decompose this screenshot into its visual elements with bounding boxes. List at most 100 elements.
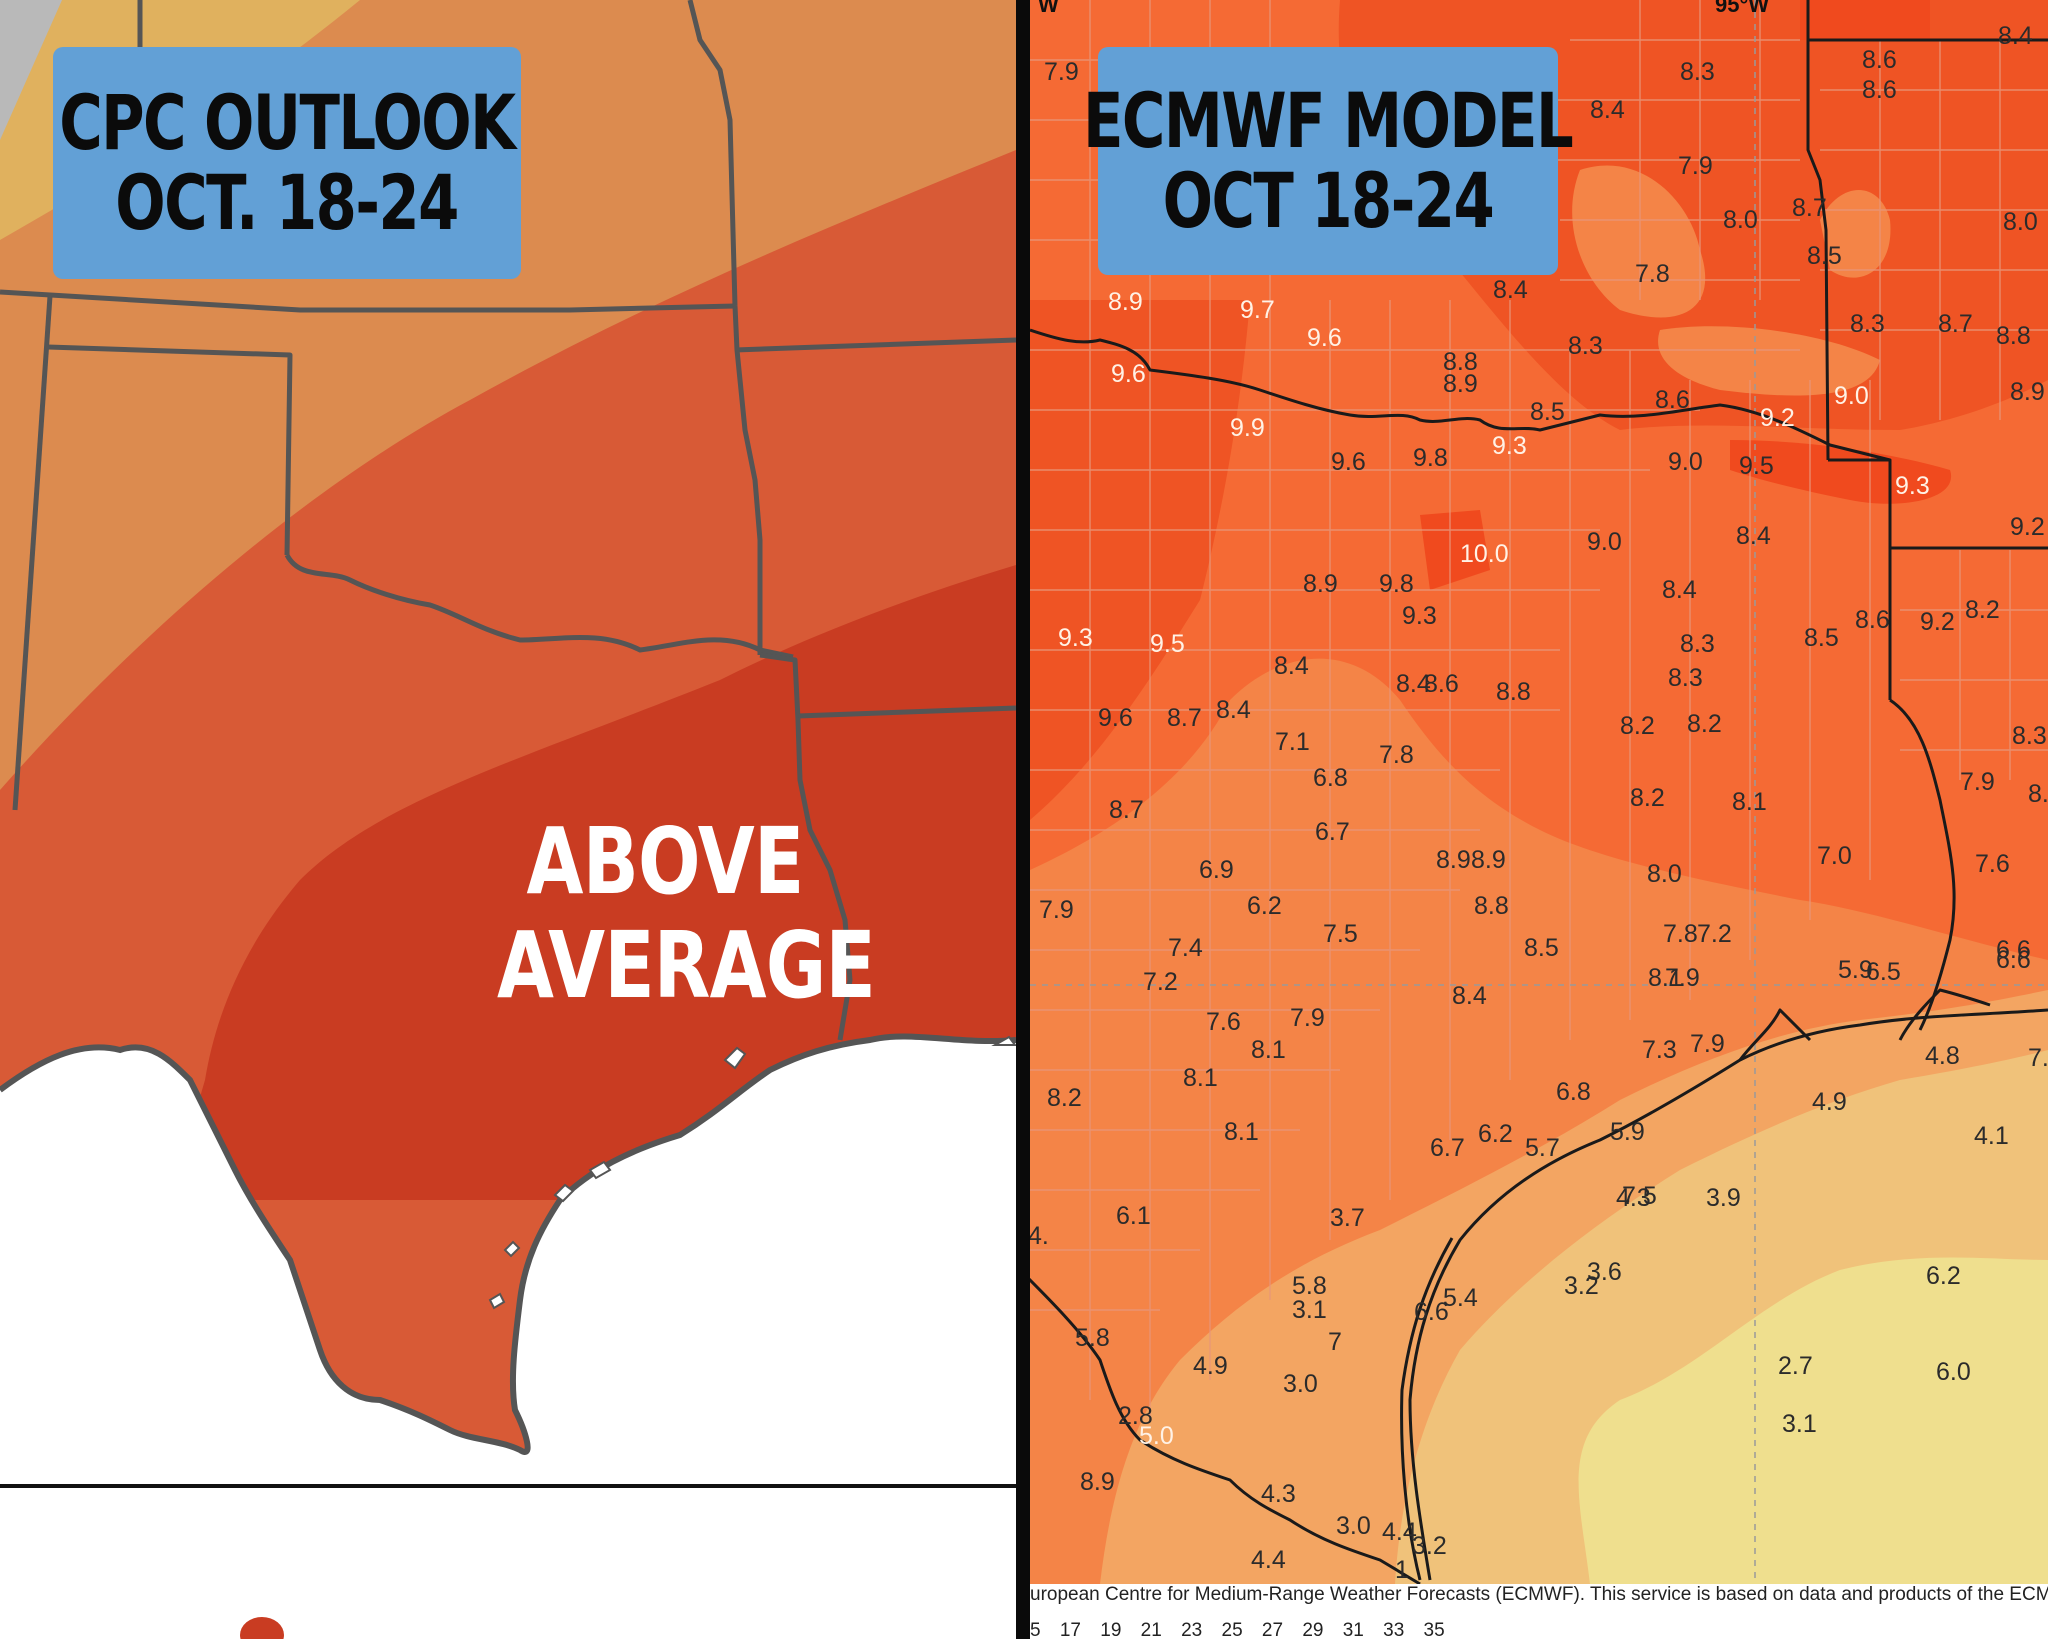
ecmwf-value-label: 7.5 bbox=[1622, 1182, 1657, 1210]
ecmwf-value-label: 9.5 bbox=[1739, 452, 1774, 480]
ecmwf-value-label: 7.6 bbox=[1206, 1008, 1241, 1036]
ecmwf-value-label: 5.8 bbox=[1075, 1324, 1110, 1352]
ecmwf-value-label: 4.1 bbox=[1974, 1122, 2009, 1150]
ecmwf-value-label: 2.8 bbox=[1118, 1402, 1153, 1430]
ecmwf-value-label: 8.4 bbox=[1452, 982, 1487, 1010]
ecmwf-value-label: 9.3 bbox=[1895, 472, 1930, 500]
ecmwf-value-label: 9.6 bbox=[1307, 324, 1342, 352]
ecmwf-value-label: 8.2 bbox=[1687, 710, 1722, 738]
ecmwf-value-label: 8.7 bbox=[1792, 194, 1827, 222]
ecmwf-value-label: 8.4 bbox=[1274, 652, 1309, 680]
ecmwf-value-label: 8.3 bbox=[1680, 630, 1715, 658]
ecmwf-value-label: 8.4 bbox=[1998, 22, 2033, 50]
ecmwf-value-label: 8.6 bbox=[1862, 46, 1897, 74]
ecmwf-value-label: 5.8 bbox=[1292, 1272, 1327, 1300]
anomaly-field-deep-2 bbox=[1730, 440, 1952, 504]
ecmwf-value-label: 8.1 bbox=[1183, 1064, 1218, 1092]
ecmwf-value-label: 6.1 bbox=[1116, 1202, 1151, 1230]
ecmwf-value-label: 8.4 bbox=[1662, 576, 1697, 604]
ecmwf-value-labels: 7.9 8.3 8.68.48.68.47.98.0 8.78.58.07.88.48… bbox=[1030, 22, 2048, 1584]
ecmwf-value-label: 8.0 bbox=[2003, 208, 2038, 236]
ecmwf-value-label: 6.6 bbox=[1414, 1298, 1449, 1326]
ecmwf-value-label: 9.2 bbox=[2010, 513, 2045, 541]
ecmwf-value-label: 6.5 bbox=[1866, 958, 1901, 986]
ecmwf-value-label: 8.1 bbox=[1732, 788, 1767, 816]
ecmwf-value-label: 8.0 bbox=[1723, 206, 1758, 234]
ecmwf-value-label: 3.7 bbox=[1330, 1204, 1365, 1232]
ecmwf-value-label: 7 bbox=[1328, 1328, 1342, 1356]
panel-divider bbox=[1016, 0, 1030, 1639]
ecmwf-value-label: 7.0 bbox=[1817, 842, 1852, 870]
ecmwf-value-label: 8.1 bbox=[1648, 964, 1683, 992]
ecmwf-value-label: 8.9 bbox=[1080, 1468, 1115, 1496]
ecmwf-value-label: 6.0 bbox=[1936, 1358, 1971, 1386]
ecmwf-value-label: 7.8 bbox=[1663, 920, 1698, 948]
ecmwf-value-label: 9.3 bbox=[1058, 624, 1093, 652]
ecmwf-title-line-2: OCT 18-24 bbox=[1162, 156, 1495, 245]
ecmwf-value-label: 8.4 bbox=[1396, 670, 1431, 698]
ecmwf-value-label: 7.9 bbox=[1960, 768, 1995, 796]
above-average-line-1: ABOVE bbox=[526, 808, 805, 915]
ecmwf-value-label: 8.4 bbox=[1736, 522, 1771, 550]
ecmwf-value-label: 9.0 bbox=[1668, 448, 1703, 476]
anomaly-field-light-4 bbox=[1820, 190, 1891, 278]
ecmwf-value-label: 9.6 bbox=[1331, 448, 1366, 476]
ecmwf-value-label: 8.2 bbox=[1630, 784, 1665, 812]
longitude-label-95w: 95°W bbox=[1715, 0, 1770, 17]
ecmwf-value-label: 8.2 bbox=[1620, 712, 1655, 740]
ecmwf-value-label: 8.5 bbox=[1804, 624, 1839, 652]
ecmwf-value-label: 6.7 bbox=[1430, 1134, 1465, 1162]
ecmwf-value-label: 3.1 bbox=[1782, 1410, 1817, 1438]
ecmwf-value-label: 9.2 bbox=[1760, 404, 1795, 432]
texas-coastline bbox=[0, 1033, 1016, 1455]
ecmwf-value-label: 8.6 bbox=[1655, 386, 1690, 414]
ecmwf-value-label: 7.6 bbox=[1975, 850, 2010, 878]
ecmwf-value-label: 9.8 bbox=[1379, 570, 1414, 598]
state-boundaries bbox=[0, 0, 1016, 1041]
ecmwf-value-label: 8.6 bbox=[1862, 76, 1897, 104]
lower-inset-background bbox=[0, 1487, 1016, 1639]
ecmwf-value-label: 8.8 bbox=[1443, 348, 1478, 376]
ecmwf-value-label: 8.9 bbox=[1443, 370, 1478, 398]
ecmwf-value-label: 6.8 bbox=[1556, 1078, 1591, 1106]
ecmwf-value-label: 7.3 bbox=[1642, 1036, 1677, 1064]
ecmwf-value-label: 4.8 bbox=[1925, 1042, 1960, 1070]
ecmwf-value-label: 8.9 bbox=[1108, 288, 1143, 316]
ecmwf-value-label: 8.9 bbox=[1303, 570, 1338, 598]
ecmwf-value-label: 9.8 bbox=[1413, 444, 1448, 472]
ecmwf-value-label: 6.2 bbox=[1926, 1262, 1961, 1290]
cpc-title-line-2: OCT. 18-24 bbox=[115, 158, 460, 247]
anomaly-field-palest bbox=[1578, 1257, 2048, 1584]
ecmwf-value-label: 7. bbox=[2028, 1044, 2048, 1072]
ecmwf-value-label: 8.7 bbox=[1109, 796, 1144, 824]
ecmwf-value-label: 9.0 bbox=[1587, 528, 1622, 556]
ecmwf-value-label: 4.4 bbox=[1251, 1546, 1286, 1574]
cpc-title-line-1: CPC OUTLOOK bbox=[59, 78, 516, 168]
ecmwf-value-label: 6.2 bbox=[1247, 892, 1282, 920]
ecmwf-value-label: 8.3 bbox=[1680, 58, 1715, 86]
ecmwf-value-label: 8.7 bbox=[1167, 704, 1202, 732]
ecmwf-value-label: 9.3 bbox=[1402, 602, 1437, 630]
ecmwf-value-label: 2.7 bbox=[1778, 1352, 1813, 1380]
ecmwf-value-label: 9.7 bbox=[1240, 296, 1275, 324]
ecmwf-value-label: 3.2 bbox=[1412, 1532, 1447, 1560]
anomaly-field-light-3 bbox=[1658, 326, 1880, 396]
ecmwf-value-label: 3.0 bbox=[1336, 1512, 1371, 1540]
ecmwf-value-label: 6.6 bbox=[1996, 946, 2031, 974]
ecmwf-value-label: 6.6 bbox=[1996, 936, 2031, 964]
ecmwf-value-label: 9.3 bbox=[1492, 432, 1527, 460]
ecmwf-value-label: 5.9 bbox=[1610, 1118, 1645, 1146]
ecmwf-value-label: 6.8 bbox=[1313, 764, 1348, 792]
ecmwf-title-line-1: ECMWF MODEL bbox=[1083, 76, 1574, 166]
ecmwf-value-label: 3.1 bbox=[1292, 1296, 1327, 1324]
ecmwf-value-label: 8.5 bbox=[1530, 398, 1565, 426]
ecmwf-state-boundaries bbox=[1030, 0, 2048, 1584]
ecmwf-credit-text: uropean Centre for Medium-Range Weather … bbox=[1030, 1584, 2048, 1614]
ecmwf-value-label: 8.4 bbox=[1493, 276, 1528, 304]
ecmwf-value-label: 8.6 bbox=[1855, 606, 1890, 634]
ecmwf-value-label: 7.4 bbox=[1168, 934, 1203, 962]
coastal-islands bbox=[488, 1035, 1016, 1310]
ecmwf-value-label: 9.5 bbox=[1150, 630, 1185, 658]
ecmwf-value-label: 7.5 bbox=[1323, 920, 1358, 948]
